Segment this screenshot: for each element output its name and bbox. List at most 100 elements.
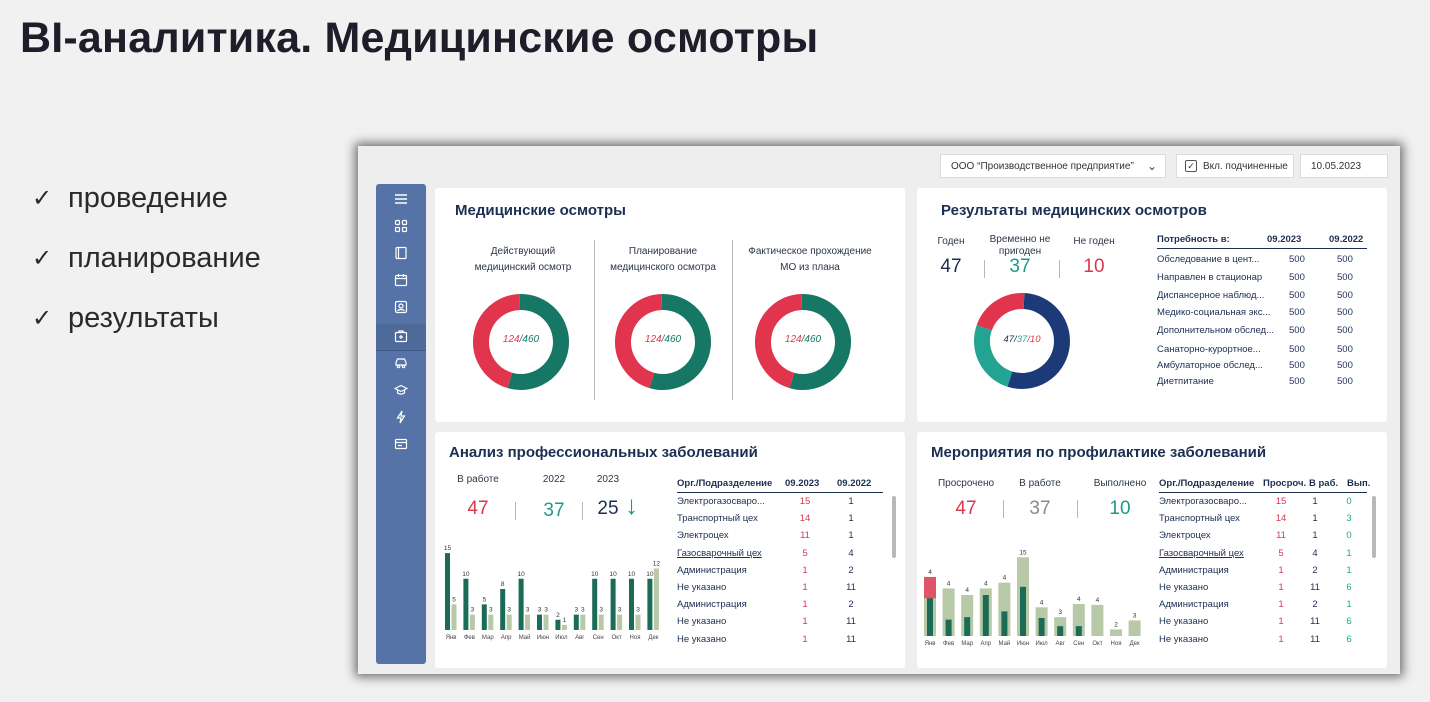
bullet-item: ✓ планирование	[32, 241, 261, 274]
badge-icon[interactable]	[394, 300, 408, 314]
include-subordinates-checkbox[interactable]: ✓ Вкл. подчиненные	[1176, 154, 1294, 178]
data-label: 3	[618, 607, 622, 614]
year-2022-value: 37	[543, 500, 565, 521]
tick-label: Ноя	[630, 635, 641, 641]
table-row[interactable]: Не указано 1 11	[677, 616, 897, 631]
table-header-done: Вып.	[1347, 478, 1371, 489]
feature-list: ✓ проведение ✓ планирование ✓ результаты	[32, 168, 261, 348]
table-row[interactable]: Не указано 1 11	[677, 582, 897, 597]
checkbox-icon: ✓	[1185, 160, 1197, 172]
tick-label: Янв	[925, 641, 936, 647]
table-row[interactable]: Электроцех 11 1	[677, 530, 897, 545]
data-label: 4	[928, 569, 932, 576]
needs-name: Амбулаторное обслед...	[1157, 360, 1263, 371]
organization-select[interactable]: ООО “Производственное предприятие” ⌄	[940, 154, 1166, 178]
in-work-value: 47	[467, 498, 489, 519]
bar-done	[1001, 611, 1008, 636]
needs-value: 500	[1289, 254, 1305, 265]
in-work-value: 37	[1029, 498, 1051, 519]
year-2023-value: 25	[597, 498, 619, 519]
row-value: 6	[1346, 616, 1352, 628]
temp-unfit-label: Временно не пригоден	[989, 234, 1051, 257]
bar-2022	[469, 614, 475, 630]
car-icon[interactable]	[394, 356, 408, 370]
data-label: 3	[636, 607, 640, 614]
divider	[984, 260, 985, 278]
tick-label: Июл	[1036, 641, 1049, 647]
bar-2023	[573, 614, 579, 630]
bar-2022	[543, 614, 549, 630]
table-row[interactable]: Электрогазосваро... 15 1 0	[1159, 496, 1379, 511]
needs-value: 500	[1289, 290, 1305, 301]
donut-chart-current	[473, 294, 569, 390]
row-name: Электроцех	[677, 530, 729, 542]
bar-2022	[488, 614, 494, 630]
results-card: Результаты медицинских осмотров Годен Вр…	[917, 188, 1387, 422]
tick-label: Июн	[537, 635, 549, 641]
bar-overdue	[924, 576, 936, 599]
row-value: 1	[802, 582, 808, 593]
scrollbar[interactable]	[892, 496, 896, 558]
tick-label: Июн	[1017, 641, 1029, 647]
table-row[interactable]: Транспортный цех 14 1	[677, 513, 897, 528]
bar-2023	[629, 578, 634, 630]
table-header-in-work: В раб.	[1309, 478, 1339, 489]
scrollbar[interactable]	[1372, 496, 1376, 558]
trend-down-icon: ↓	[625, 490, 638, 520]
menu-icon[interactable]	[394, 192, 408, 206]
row-name[interactable]: Газосварочный цех	[1159, 547, 1244, 559]
table-row[interactable]: Не указано 1 11	[677, 634, 897, 649]
grid-icon[interactable]	[394, 219, 408, 233]
lightning-icon[interactable]	[394, 410, 408, 424]
needs-col-a: 09.2023	[1267, 234, 1302, 245]
table-row[interactable]: Администрация 1 2 1	[1159, 565, 1379, 580]
row-name: Транспортный цех	[1159, 513, 1240, 525]
table-row[interactable]: Электроцех 11 1 0	[1159, 530, 1379, 545]
table-row[interactable]: Газосварочный цех 5 4	[677, 548, 897, 563]
table-row[interactable]: Администрация 1 2	[677, 599, 897, 614]
medkit-icon[interactable]	[394, 329, 408, 343]
table-row[interactable]: Администрация 1 2	[677, 565, 897, 580]
dashboard-screenshot: ООО “Производственное предприятие” ⌄ ✓ В…	[358, 146, 1400, 674]
table-row[interactable]: Не указано 1 11 6	[1159, 634, 1379, 649]
calendar-icon[interactable]	[394, 273, 408, 287]
date-field[interactable]: 10.05.2023	[1300, 154, 1388, 178]
row-value: 2	[848, 599, 854, 611]
row-name: Не указано	[1159, 616, 1209, 628]
data-label: 12	[653, 561, 661, 568]
table-header-a: 09.2023	[785, 478, 820, 489]
graduation-cap-icon[interactable]	[393, 383, 409, 397]
row-value: 11	[800, 530, 810, 542]
check-icon: ✓	[32, 244, 53, 272]
donut-segment-total	[507, 294, 569, 390]
tick-label: Апр	[981, 641, 992, 647]
needs-name: Диспансерное наблюд...	[1157, 290, 1265, 301]
data-label: 10	[591, 571, 599, 578]
donut-segment-part	[473, 294, 521, 389]
tick-label: Май	[999, 640, 1011, 647]
row-name[interactable]: Газосварочный цех	[677, 547, 762, 559]
table-row[interactable]: Не указано 1 11 6	[1159, 616, 1379, 631]
book-icon[interactable]	[394, 246, 408, 260]
table-row[interactable]: Газосварочный цех 5 4 1	[1159, 548, 1379, 563]
data-label: 3	[544, 607, 548, 614]
needs-name: Дополнительном обслед...	[1157, 325, 1274, 336]
in-work-label: В работе	[457, 474, 499, 485]
row-value: 1	[1278, 564, 1284, 576]
med-exams-card: Медицинские осмотры Действующий медицинск…	[435, 188, 905, 422]
tick-label: Июл	[555, 635, 568, 641]
header-underline	[677, 492, 883, 493]
bar-2023	[500, 589, 506, 630]
table-row[interactable]: Администрация 1 2 1	[1159, 599, 1379, 614]
donut-center-value: 124/460	[502, 334, 540, 345]
row-value: 1	[1312, 530, 1318, 542]
row-value: 1	[1278, 633, 1284, 645]
prevention-bar-chart: 4 Янв 4 Фев 4 Мар 4 Апр 4 Май 15 Июн 4 Июл 3 Авг 4 Сен 4 Ок…	[924, 549, 1141, 647]
needs-value: 500	[1289, 307, 1305, 318]
table-row[interactable]: Транспортный цех 14 1 3	[1159, 513, 1379, 528]
table-row[interactable]: Электрогазосваро... 15 1	[677, 496, 897, 511]
table-row[interactable]: Не указано 1 11 6	[1159, 582, 1379, 597]
data-label: 10	[462, 571, 470, 578]
needs-col-b: 09.2022	[1329, 234, 1364, 245]
card-icon[interactable]	[394, 437, 408, 451]
